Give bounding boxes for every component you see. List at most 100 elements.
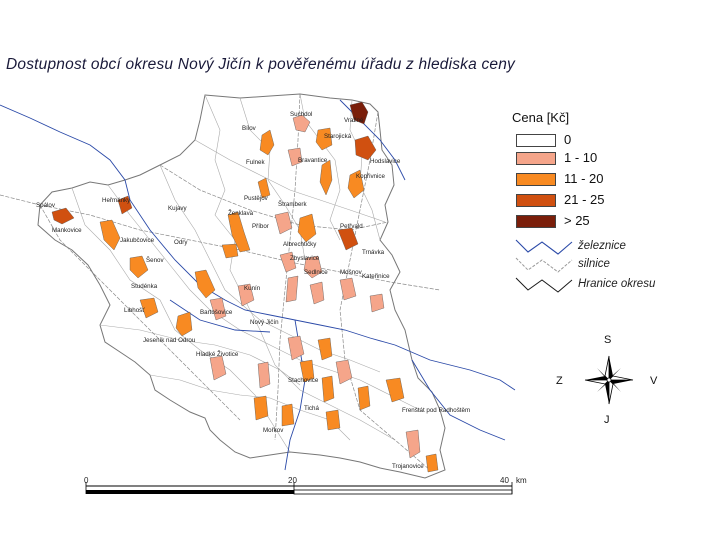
municipality-area [405, 429, 421, 459]
municipality-area [339, 277, 357, 301]
price-class-label: 1 - 10 [564, 150, 598, 165]
place-label: Petřvald [340, 223, 363, 230]
place-label: Studénka [131, 283, 158, 290]
municipality-area [335, 359, 353, 385]
legend-road: silnice [514, 256, 704, 274]
legend-price-class: 11 - 20 [516, 171, 696, 187]
municipality-area [321, 375, 335, 403]
municipality-area [139, 297, 159, 319]
municipality-area [117, 195, 133, 215]
place-label: Štramberk [278, 201, 307, 208]
compass-west-label: Z [556, 375, 563, 387]
municipality-area [297, 213, 317, 243]
municipality-area [237, 283, 255, 307]
municipality-area [385, 377, 405, 403]
place-label: Sedlnice [304, 269, 328, 276]
municipality-area [337, 227, 359, 251]
place-label: Bartošovice [200, 309, 233, 316]
place-label: Suchdol [290, 111, 312, 118]
compass-rose [578, 334, 658, 424]
municipality-area [317, 337, 333, 361]
municipality-area [354, 135, 377, 161]
place-label: Stachovice [288, 377, 319, 384]
place-label: Nový Jičín [250, 319, 279, 326]
railways [0, 99, 516, 471]
municipality-area [209, 297, 227, 321]
boundary-line-icon [515, 277, 573, 293]
municipality-area [369, 293, 385, 313]
place-label: Heřmánky [102, 197, 131, 204]
place-label: Frenštát pod Radhoštěm [402, 407, 470, 414]
municipality-area [99, 219, 121, 251]
municipality-area [425, 453, 439, 473]
price-class-label: 11 - 20 [564, 171, 604, 186]
municipality-area [129, 255, 149, 279]
railway-line-icon [515, 239, 573, 255]
place-label: Bílov [242, 125, 257, 132]
road-label: silnice [578, 258, 610, 270]
municipality-area [259, 129, 275, 156]
place-label: Ženklava [228, 209, 254, 217]
municipality-area [287, 335, 305, 361]
district-boundary [37, 93, 446, 479]
scale-tick-20: 20 [288, 476, 297, 485]
railway-label: železnice [578, 240, 626, 252]
municipality-area [303, 255, 323, 279]
place-labels: Vražné Suchdol Bílov Starojická Bravanti… [36, 111, 470, 470]
price-swatch [516, 152, 556, 165]
municipality-area [309, 281, 325, 305]
place-label: Tichá [304, 405, 319, 412]
place-label: Příbor [252, 223, 269, 230]
municipality-area [357, 385, 371, 411]
municipality-area [257, 177, 271, 199]
place-label: Mankovice [52, 227, 82, 234]
municipalities [51, 101, 439, 473]
scale-tick-0: 0 [84, 476, 89, 485]
place-label: Albrechtičky [283, 241, 317, 248]
municipality-area [299, 359, 315, 383]
compass-east-label: V [650, 375, 658, 387]
place-label: Trojanovice [392, 463, 424, 470]
legend-title: Cena [Kč] [512, 110, 570, 125]
map-title: Dostupnost obcí okresu Nový Jičín k pově… [6, 56, 515, 73]
municipality-area [194, 269, 216, 299]
price-swatch [516, 134, 556, 147]
place-label: Zbyslavice [290, 255, 320, 262]
place-label: Odry [174, 239, 188, 246]
place-label: Mošnov [340, 269, 363, 276]
place-label: Vražné [344, 117, 364, 124]
price-class-label: 0 [564, 132, 572, 147]
road-line-icon [515, 257, 573, 273]
place-label: Trnávka [362, 249, 385, 256]
place-label: Kujavy [168, 205, 187, 212]
municipality-area [285, 275, 299, 303]
municipality-area [315, 127, 333, 151]
place-label: Jeseník nad Odrou [143, 337, 196, 344]
municipality-area [274, 211, 293, 235]
municipality-area [319, 159, 333, 196]
legend-district-boundary: Hranice okresu [514, 276, 704, 294]
place-label: Jakubčovice [120, 237, 155, 244]
place-label: Kopřivnice [356, 173, 385, 180]
price-swatch [516, 194, 556, 207]
place-label: Hodslavice [370, 158, 401, 165]
municipality-area [279, 251, 297, 273]
place-label: Libhošť [124, 307, 145, 314]
municipality-area [257, 361, 271, 389]
legend-price-class: 21 - 25 [516, 192, 696, 208]
place-label: Kateřinice [362, 273, 390, 280]
place-label: Bravantice [298, 157, 328, 164]
scale-bar [85, 482, 513, 495]
price-swatch [516, 173, 556, 186]
scale-tick-40: 40 [500, 476, 509, 485]
municipality-area [227, 211, 251, 253]
place-label: Kunín [244, 285, 261, 292]
legend-railway: železnice [514, 238, 704, 256]
place-label: Spálov [36, 202, 56, 209]
municipality-area [349, 101, 369, 125]
municipality-area [281, 403, 295, 427]
place-label: Hladké Životice [196, 350, 239, 358]
legend-price-class: 1 - 10 [516, 150, 696, 166]
place-label: Šenov [146, 257, 164, 264]
